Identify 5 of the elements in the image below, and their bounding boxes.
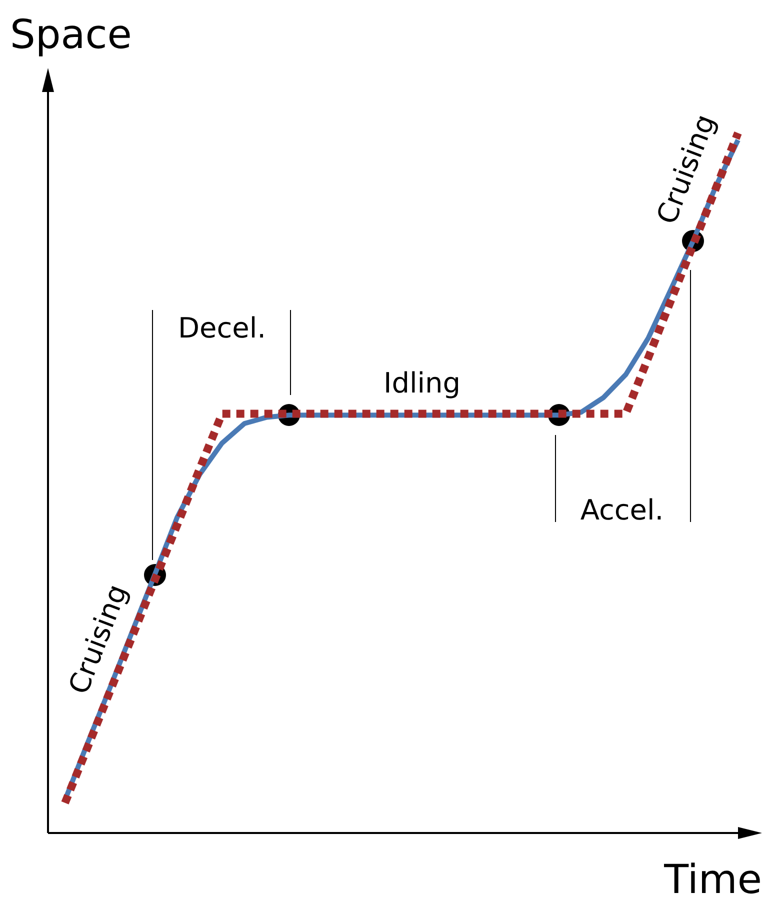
y-axis-title: Space [10, 12, 132, 58]
annotation: Accel. [580, 493, 664, 526]
annotation: Idling [383, 366, 461, 400]
annotation: Decel. [178, 311, 266, 344]
x-axis-title: Time [663, 857, 762, 900]
